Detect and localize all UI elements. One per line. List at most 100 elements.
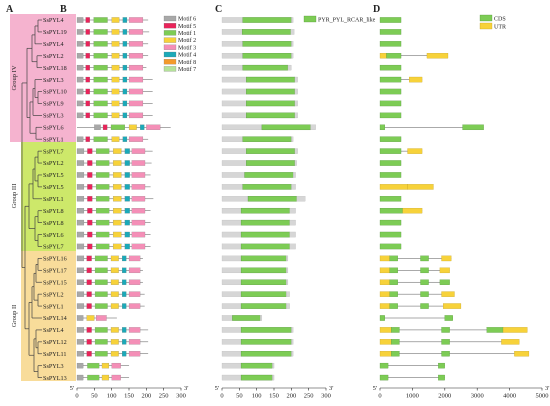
- motif-block-23-motif-5: [86, 291, 92, 297]
- motif-block-24-motif-4: [122, 303, 127, 309]
- utr-block-26-0: [379, 327, 392, 333]
- domain-tick-label-50: 50: [236, 393, 243, 400]
- gene-label-sspyl16: SsPYL16: [43, 256, 67, 263]
- cds-block-30-1: [438, 374, 445, 381]
- motif-block-20-motif-3: [128, 255, 141, 262]
- legend-swatch-motif-1: [163, 30, 177, 36]
- protein-backbone-26: [221, 327, 242, 333]
- gene-label-sspyl8: SsPYL8: [43, 208, 64, 215]
- motif-start-label: 5': [70, 385, 74, 392]
- motif-block-21-motif-4: [122, 267, 127, 274]
- motif-block-8-motif-3: [128, 112, 144, 119]
- motif-block-2-motif-2: [111, 41, 120, 47]
- legend-label-motif-4: Motif 4: [178, 52, 196, 59]
- motif-tick-label-300: 300: [176, 393, 186, 400]
- protein-tail-14: [291, 184, 296, 190]
- motif-block-15-motif-4: [124, 196, 130, 202]
- utr-block-14-1: [407, 184, 434, 190]
- cds-block-30-0: [379, 374, 389, 381]
- motif-tick-label-250: 250: [159, 393, 169, 400]
- motif-block-3-motif-4: [122, 53, 128, 59]
- motif-block-9-motif-2: [128, 124, 137, 130]
- protein-backbone-5: [221, 76, 247, 83]
- legend-swatch-motif-8: [163, 59, 177, 65]
- utr-block-24-3: [443, 303, 462, 309]
- utr-block-23-3: [441, 291, 455, 297]
- motif-block-28-motif-2: [110, 351, 119, 357]
- motif-block-13-motif-1: [95, 172, 110, 178]
- domain-legend-label: PYR_PYL_RCAR_like: [318, 18, 376, 24]
- utr-block-28-3: [514, 351, 530, 357]
- motif-block-17-motif-1: [95, 219, 110, 226]
- motif-block-4-motif-4: [122, 64, 128, 71]
- motif-block-19-motif-4: [124, 243, 130, 250]
- utr-block-11-1: [407, 148, 423, 154]
- protein-tail-16: [289, 208, 296, 214]
- protein-tail-13: [293, 172, 296, 178]
- structure-tick-label-3000: 3000: [471, 393, 484, 400]
- legend-label-motif-7: Motif 7: [178, 66, 196, 73]
- legend-swatch-motif-4: [163, 51, 177, 58]
- motif-block-8-motif-1: [93, 112, 108, 119]
- motif-block-4-motif-2: [111, 64, 120, 71]
- cds-block-25-0: [379, 315, 385, 321]
- motif-block-29-motif-3: [111, 362, 121, 369]
- pyr-domain-10: [242, 136, 292, 142]
- motif-block-1-motif-1: [93, 29, 108, 35]
- gene-label-sspyl5: SsPYL5: [43, 172, 64, 179]
- utr-block-22-0: [379, 279, 390, 285]
- motif-block-8-motif-5: [85, 112, 90, 119]
- cds-block-23-2: [420, 291, 429, 297]
- gene-label-sspyl10: SsPYL10: [43, 89, 67, 96]
- pyr-domain-5: [246, 76, 296, 83]
- motif-block-27-motif-1: [94, 339, 108, 345]
- cds-block-27-2: [441, 339, 450, 345]
- structure-tick-label-0: 0: [378, 393, 381, 400]
- utr-block-21-3: [439, 267, 450, 274]
- motif-block-10-motif-1: [93, 136, 108, 142]
- pyr-domain-4: [242, 64, 289, 71]
- protein-backbone-23: [221, 291, 242, 297]
- motif-block-1-motif-4: [122, 29, 128, 35]
- utr-block-28-0: [379, 351, 392, 357]
- cds-block-15-0: [379, 196, 402, 202]
- motif-block-3-motif-5: [85, 53, 90, 59]
- legend-label-motif-8: Motif 8: [178, 59, 196, 66]
- motif-block-26-motif-6: [76, 327, 85, 333]
- motif-block-1-motif-5: [85, 29, 90, 35]
- gene-label-sspyl2: SsPYL2: [43, 53, 64, 60]
- pyr-domain-1: [241, 29, 291, 35]
- motif-block-20-motif-2: [110, 255, 119, 262]
- protein-tail-5: [294, 76, 298, 83]
- motif-block-16-motif-6: [76, 208, 85, 214]
- motif-block-20-motif-1: [94, 255, 108, 262]
- motif-block-8-motif-6: [76, 112, 84, 119]
- cds-block-18-0: [379, 231, 402, 238]
- motif-block-18-motif-3: [131, 231, 146, 238]
- motif-block-12-motif-4: [124, 160, 130, 166]
- motif-block-28-motif-3: [128, 351, 141, 357]
- gene-label-sspyl7: SsPYL7: [43, 148, 64, 155]
- motif-block-12-motif-1: [95, 160, 110, 166]
- motif-block-28-motif-5: [86, 351, 92, 357]
- pyr-domain-13: [244, 172, 294, 178]
- motif-block-14-motif-3: [131, 184, 146, 190]
- motif-block-23-motif-3: [128, 291, 141, 297]
- motif-block-19-motif-1: [95, 243, 110, 250]
- domain-tick-label-0: 0: [220, 393, 223, 400]
- pyr-domain-22: [240, 279, 287, 285]
- gene-label-sspyl9: SsPYL9: [43, 101, 64, 108]
- legend-swatch-motif-5: [163, 23, 177, 29]
- protein-tail-7: [294, 100, 298, 107]
- motif-block-21-motif-5: [86, 267, 92, 274]
- legend-label-motif-3: Motif 3: [178, 44, 196, 51]
- motif-block-18-motif-5: [87, 231, 93, 238]
- motif-block-11-motif-4: [124, 148, 130, 154]
- gene-label-list: SsPYL4 SsPYL19 SsPYL4 SsPYL2 SsPYL18 SsPYL3 Ss…: [43, 17, 67, 382]
- protein-tail-24: [286, 303, 290, 309]
- pyr-domain-15: [247, 196, 297, 202]
- pyr-domain-12: [246, 160, 296, 166]
- gene-label-sspyl4: SsPYL4: [43, 17, 64, 24]
